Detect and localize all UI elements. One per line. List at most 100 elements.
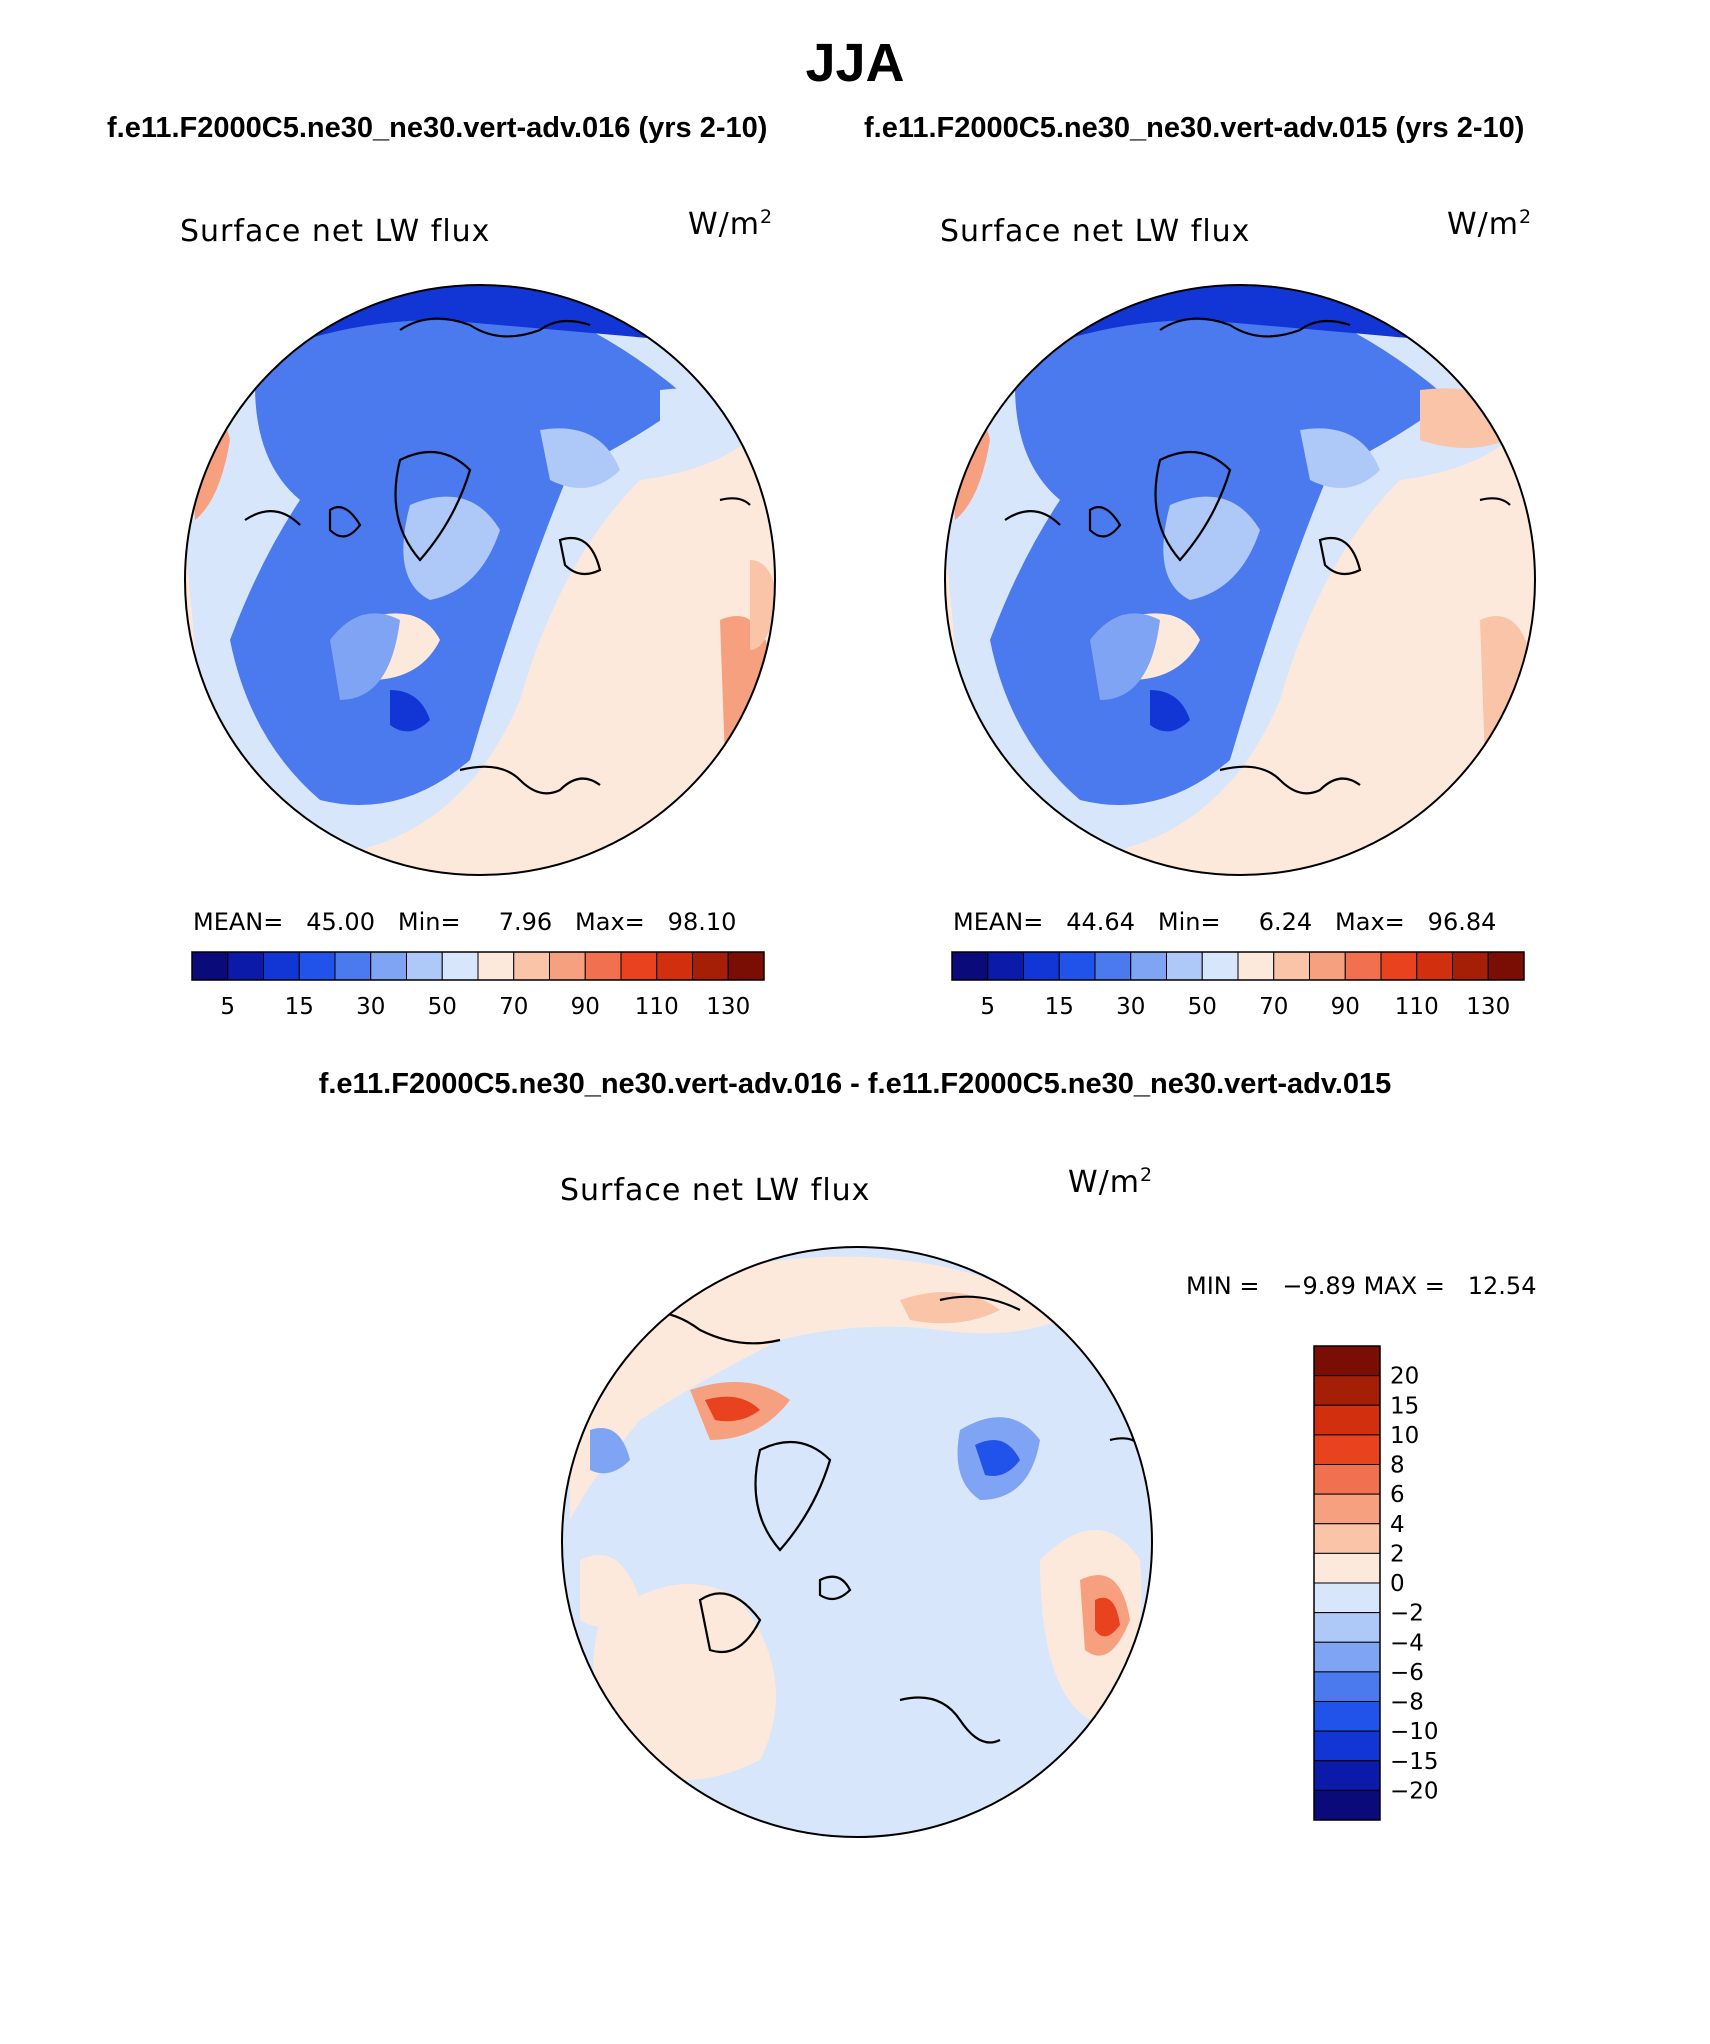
- panel3-colorbar-swatch: [1313, 1375, 1381, 1406]
- panel3-colorbar-tick: −6: [1390, 1660, 1424, 1686]
- panel1-map: [185, 285, 775, 875]
- panel2-colorbar-swatch: [1380, 951, 1418, 981]
- panel2-colorbar-tick: 30: [1116, 994, 1145, 1020]
- panel3-colorbar-swatch: [1313, 1701, 1381, 1732]
- panel2-colorbar-swatch: [951, 951, 989, 981]
- panel1-colorbar-tick: 130: [706, 994, 750, 1020]
- panel2-colorbar: 5 15 30 50 70 90 110 130: [951, 951, 1525, 1020]
- page-title: JJA: [805, 33, 905, 93]
- panel1-colorbar-swatch: [584, 951, 622, 981]
- panel1-colorbar-tick: 90: [571, 994, 600, 1020]
- panel1-colorbar-swatch: [477, 951, 515, 981]
- panel3-colorbar-swatch: [1313, 1523, 1381, 1554]
- panel1-colorbar-swatch: [549, 951, 586, 981]
- panel2-colorbar-swatch: [1487, 951, 1525, 981]
- panel3-colorbar-tick: −20: [1390, 1778, 1439, 1804]
- panel3-colorbar-swatch: [1313, 1760, 1381, 1791]
- panel3-colorbar-tick: −15: [1390, 1749, 1439, 1775]
- panel2-colorbar-swatch: [1344, 951, 1382, 981]
- panel2-field-label: Surface net LW flux: [940, 214, 1251, 249]
- panel2-boundary: [944, 284, 1536, 876]
- panel1-colorbar-swatch: [620, 951, 658, 981]
- panel1-colorbar-swatch: [298, 951, 336, 981]
- panel2-colorbar-swatch: [1130, 951, 1167, 981]
- panel3-colorbar-tick: −2: [1390, 1601, 1424, 1627]
- panel1-colorbar-swatch: [692, 951, 729, 981]
- panel1-colorbar-swatch: [406, 951, 443, 981]
- panel1-colorbar-swatch: [191, 951, 229, 981]
- panel2-colorbar-swatch: [1237, 951, 1275, 981]
- panel2-colorbar-tick: 110: [1395, 994, 1439, 1020]
- panel2-colorbar-swatch: [1201, 951, 1239, 981]
- panel1-colorbar-swatch: [370, 951, 407, 981]
- panel2-colorbar-tick: 15: [1045, 994, 1074, 1020]
- panel2-colorbar-swatch: [987, 951, 1024, 981]
- diff-title: f.e11.F2000C5.ne30_ne30.vert-adv.016 - f…: [318, 1068, 1392, 1100]
- panel1-colorbar-swatch: [441, 951, 479, 981]
- panel2-colorbar-swatch: [1273, 951, 1310, 981]
- panel3-colorbar-frame: [1313, 1345, 1381, 1821]
- panel3-colorbar-tick: 20: [1390, 1364, 1419, 1390]
- panel2-colorbar-swatch: [1416, 951, 1453, 981]
- panel3-colorbar-swatch: [1313, 1434, 1381, 1465]
- panel3-colorbar-swatch: [1313, 1552, 1381, 1584]
- panel1-colorbar-swatch: [727, 951, 765, 981]
- panel1-colorbar-tick: 50: [428, 994, 457, 1020]
- panel2-colorbar-swatch: [1166, 951, 1203, 981]
- panel1-colorbar-tick: 110: [635, 994, 679, 1020]
- panel3-colorbar-swatch: [1313, 1730, 1381, 1762]
- panel3-colorbar-tick: −4: [1390, 1630, 1424, 1656]
- panel1-colorbar-swatch: [656, 951, 693, 981]
- panel2-colorbar-swatch: [1452, 951, 1489, 981]
- panel1-colorbar-tick: 30: [356, 994, 385, 1020]
- panel3-colorbar-tick: 8: [1390, 1453, 1405, 1479]
- panel3-colorbar-tick: 4: [1390, 1512, 1405, 1538]
- panel3-colorbar-swatch: [1313, 1404, 1381, 1436]
- case1-title: f.e11.F2000C5.ne30_ne30.vert-adv.016 (yr…: [107, 112, 768, 144]
- panel3-colorbar-tick: 2: [1390, 1541, 1405, 1567]
- panel2-colorbar-swatch: [1309, 951, 1346, 981]
- panel3-boundary: [561, 1246, 1153, 1838]
- panel2-colorbar-frame: [951, 951, 1525, 981]
- panel3-field-label: Surface net LW flux: [560, 1173, 871, 1208]
- panel1-colorbar-swatch: [227, 951, 264, 981]
- panel3-colorbar-swatch: [1313, 1671, 1381, 1702]
- panel3-colorbar-swatch: [1313, 1464, 1381, 1495]
- panel3-colorbar-swatch: [1313, 1789, 1381, 1821]
- panel1-colorbar-tick: 70: [499, 994, 528, 1020]
- panel1-field-label: Surface net LW flux: [180, 214, 491, 249]
- panel3-colorbar-tick: 6: [1390, 1482, 1405, 1508]
- panel2-colorbar-swatch: [1023, 951, 1060, 981]
- panel3-colorbar-tick: 15: [1390, 1393, 1419, 1419]
- panel2-units: W/m2: [1447, 206, 1533, 242]
- panel3-colorbar-swatch: [1313, 1612, 1381, 1643]
- panel1-colorbar-swatch: [334, 951, 372, 981]
- panel2-colorbar-swatch: [1094, 951, 1132, 981]
- panel2-colorbar-tick: 90: [1331, 994, 1360, 1020]
- panel1-units: W/m2: [688, 206, 774, 242]
- panel1-boundary: [184, 284, 776, 876]
- panel2-colorbar-swatch: [1058, 951, 1096, 981]
- panel3-map: [562, 1247, 1152, 1837]
- panel2-colorbar-tick: 70: [1259, 994, 1288, 1020]
- case2-title: f.e11.F2000C5.ne30_ne30.vert-adv.015 (yr…: [864, 112, 1525, 144]
- panel2-stats: MEAN= 44.64 Min= 6.24 Max= 96.84: [953, 908, 1497, 936]
- panel3-colorbar-tick: 10: [1390, 1423, 1419, 1449]
- panel2-colorbar-tick: 130: [1466, 994, 1510, 1020]
- panel3-colorbar-tick: −10: [1390, 1719, 1439, 1745]
- panel1-stats: MEAN= 45.00 Min= 7.96 Max= 98.10: [193, 908, 737, 936]
- panel2-colorbar-tick: 5: [980, 994, 995, 1020]
- panel3-stats: MIN = −9.89 MAX = 12.54: [1186, 1272, 1537, 1300]
- panel1-colorbar: 5 15 30 50 70 90 110 130: [191, 951, 765, 1020]
- panel2-colorbar-tick: 50: [1188, 994, 1217, 1020]
- panel1-colorbar-swatch: [513, 951, 550, 981]
- panel3-colorbar-tick: 0: [1390, 1571, 1405, 1597]
- panel3-colorbar-swatch: [1313, 1345, 1381, 1377]
- panel1-colorbar-swatch: [263, 951, 300, 981]
- panel3-colorbar-swatch: [1313, 1493, 1381, 1525]
- panel1-colorbar-frame: [191, 951, 765, 981]
- panel1-colorbar-tick: 15: [285, 994, 314, 1020]
- panel2-map: [945, 285, 1535, 875]
